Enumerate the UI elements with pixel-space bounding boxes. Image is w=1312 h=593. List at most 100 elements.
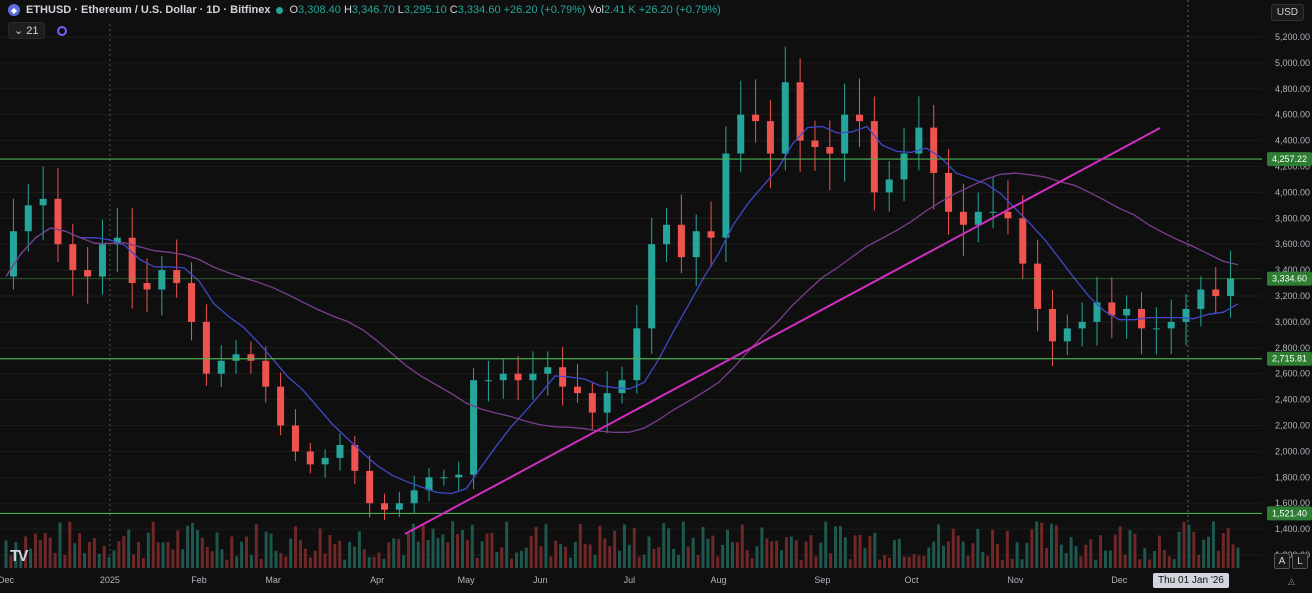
volume-bar [510,558,514,568]
candle-body [188,283,196,322]
x-tick-label: Apr [370,575,384,585]
volume-bar [83,553,87,568]
candle-body [900,153,908,180]
y-tick-label: 4,600.00 [1275,110,1310,120]
volume-bar [426,540,430,568]
volume-bar [1221,533,1225,568]
volume-bar [1079,556,1083,568]
volume-bar [1108,550,1112,568]
volume-bar [986,555,990,568]
volume-bar [200,537,204,568]
volume-bar [1074,546,1078,568]
volume-bar [1148,559,1152,568]
volume-bar [912,554,916,568]
volume-bar [161,542,165,568]
candle-body [514,373,522,381]
volume-bar [991,529,995,568]
volume-bar [294,526,298,568]
volume-bar [1236,547,1240,568]
candle-body [573,386,581,394]
candle-body [247,354,255,361]
volume-bar [63,555,67,568]
currency-selector[interactable]: USD [1270,4,1304,21]
indicator-toggle-button[interactable]: ⌄ 21 [8,22,45,39]
volume-bar [514,552,518,568]
volume-bar [883,555,887,568]
volume-bar [68,521,72,568]
volume-bar [1035,521,1039,568]
log-scale-button[interactable]: L [1292,553,1308,569]
volume-bar [907,556,911,568]
volume-bar [451,521,455,568]
volume-bar [387,542,391,568]
volume-bar [775,540,779,568]
volume-bar [583,543,587,568]
y-tick-label: 2,200.00 [1275,421,1310,431]
volume-bar [927,547,931,568]
volume-bar [711,535,715,568]
candle-body [974,211,982,225]
volume-bar [794,540,798,568]
candle-body [663,224,671,245]
candle-body [1108,302,1116,316]
auto-scale-button[interactable]: A [1274,553,1290,569]
candle-body [455,474,463,478]
symbol-title[interactable]: ETHUSD · Ethereum / U.S. Dollar · 1D · B… [26,4,271,16]
candle-body [217,360,225,374]
volume-bar [878,559,882,568]
volume-bar [799,559,803,568]
candle-body [1123,308,1131,316]
indicator-ring-icon[interactable] [56,25,67,36]
x-tick-label: Jul [624,575,636,585]
x-tick-label: Mar [265,575,281,585]
tradingview-logo-icon[interactable]: TV [10,548,29,565]
volume-bar [1197,554,1201,568]
candle-body [410,490,418,504]
y-tick-label: 4,200.00 [1275,161,1310,171]
volume-bar [470,524,474,568]
volume-bar [254,524,258,568]
x-tick-label: Nov [1007,575,1024,585]
candle-body [425,477,433,491]
volume-bar [1049,523,1053,568]
volume-bar [1064,553,1068,568]
candle-body [737,114,745,154]
candle-body [1152,328,1160,330]
x-tick-label: Dec [0,575,14,585]
volume-bar [956,535,960,568]
volume-bar [544,524,548,568]
volume-bar [627,544,631,568]
volume-bar [745,550,749,568]
volume-bar [181,549,185,568]
volume-bar [804,541,808,568]
y-tick-label: 4,800.00 [1275,84,1310,94]
volume-bar [117,541,121,568]
volume-bar [902,556,906,568]
market-status-icon [276,6,284,14]
volume-bar [1172,558,1176,568]
volume-bar [608,546,612,568]
volume-bar [362,549,366,568]
volume-bar [382,558,386,568]
volume-bar [843,537,847,568]
candle-body [752,114,760,122]
volume-bar [303,548,307,568]
scale-settings-icon[interactable]: ◬ [1288,576,1295,586]
volume-bar [1138,559,1142,568]
volume-bar [4,540,8,568]
volume-bar [156,542,160,568]
ma-fast-line [5,125,1239,495]
volume-bar [313,550,317,568]
volume-bar [892,540,896,568]
volume-bar [264,531,268,568]
volume-bar [657,547,661,568]
candle-body [1048,308,1056,342]
volume-bar [485,533,489,568]
volume-bar [598,525,602,568]
volume-bar [225,559,229,568]
candle-body [336,444,344,458]
candle-body [870,121,878,193]
candle-body [648,244,656,329]
ohlc-values: O3,308.40 H3,346.70 L3,295.10 C3,334.60 … [289,4,721,16]
